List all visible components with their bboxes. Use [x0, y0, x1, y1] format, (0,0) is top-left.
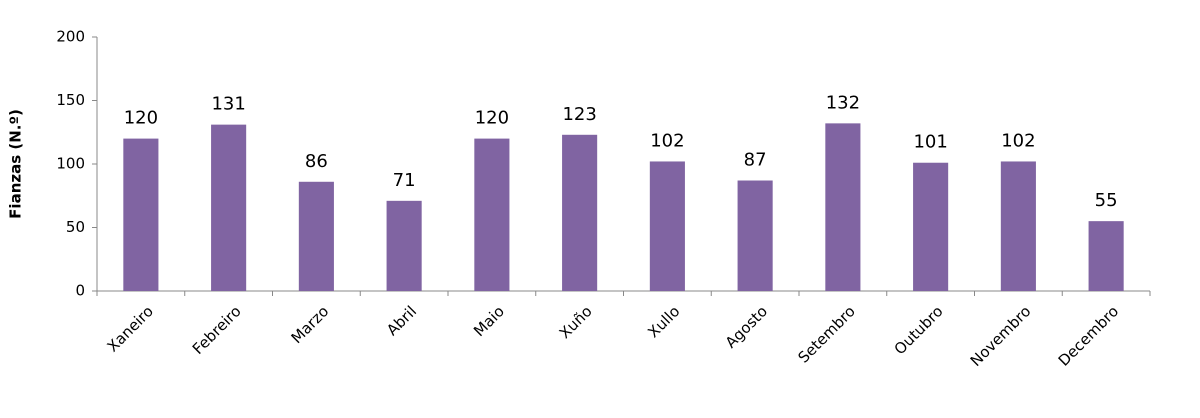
y-tick-label: 150 — [56, 91, 85, 109]
data-label: 102 — [1001, 130, 1035, 151]
bar — [737, 180, 773, 291]
bar — [562, 134, 598, 291]
y-tick-label: 0 — [75, 282, 85, 300]
y-tick-label: 200 — [56, 28, 85, 46]
data-label: 55 — [1095, 190, 1118, 211]
bar — [211, 124, 247, 291]
x-tick-label: Xaneiro — [104, 302, 157, 355]
data-label: 71 — [393, 170, 416, 191]
bar — [123, 138, 159, 291]
x-tick-label: Setembro — [795, 302, 859, 366]
x-tick-label: Maio — [470, 302, 508, 340]
data-label: 87 — [744, 150, 767, 171]
data-label: 131 — [211, 94, 245, 115]
bar — [825, 123, 861, 291]
data-label: 102 — [650, 130, 684, 151]
data-label: 120 — [124, 108, 158, 129]
x-tick-label: Marzo — [288, 302, 333, 347]
bar — [1000, 161, 1036, 291]
x-tick-label: Decembro — [1055, 302, 1122, 369]
bar — [913, 162, 949, 291]
x-tick-label: Febreiro — [189, 302, 245, 358]
data-label: 120 — [475, 108, 509, 129]
x-tick-label: Xullo — [644, 302, 683, 341]
x-tick-label: Abril — [383, 302, 420, 339]
data-label: 101 — [913, 132, 947, 153]
y-axis-title: Fianzas (N.º) — [7, 109, 25, 219]
data-label: 86 — [305, 151, 328, 172]
y-tick-label: 100 — [56, 155, 85, 173]
data-label: 123 — [562, 104, 596, 125]
bar — [298, 181, 334, 291]
x-tick-label: Novembro — [967, 302, 1035, 370]
y-tick-label: 50 — [66, 218, 85, 236]
bar — [474, 138, 510, 291]
x-tick-label: Xuño — [556, 302, 596, 342]
bar — [1088, 221, 1124, 291]
x-tick-label: Agosto — [722, 302, 771, 351]
bar — [649, 161, 685, 291]
x-tick-label: Outubro — [891, 302, 947, 358]
bar — [386, 200, 422, 291]
data-label: 132 — [826, 92, 860, 113]
